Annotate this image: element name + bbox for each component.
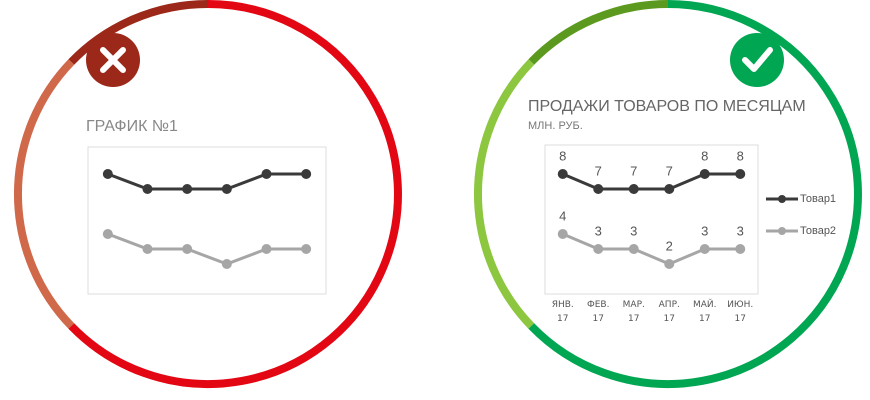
data-label: 8 [701,148,708,163]
data-point [102,169,113,179]
data-point [221,259,232,269]
legend-marker [778,195,786,203]
series-line [107,172,307,191]
data-point [142,184,153,194]
data-label: 7 [630,163,637,178]
ring-arc [473,59,535,329]
data-point [182,184,193,194]
ring-arc [528,0,862,388]
cross-icon [100,47,126,73]
data-point [699,244,710,254]
data-point [557,229,568,239]
chart-subtitle: МЛН. РУБ. [528,120,583,132]
legend-label: Товар1 [800,193,836,205]
series-line [562,172,741,191]
x-tick-label: МАР. 17 [622,300,645,324]
legend-marker [778,227,786,235]
bad-ring [13,0,402,388]
data-label: 7 [595,163,602,178]
data-point [301,169,312,179]
data-label: 7 [666,163,673,178]
data-label: 8 [737,148,744,163]
data-label: 8 [559,148,566,163]
data-point [735,169,746,179]
data-point [261,169,272,179]
data-point [557,169,568,179]
ring-arc [68,0,402,388]
data-label: 3 [737,223,744,238]
series-line [562,232,741,266]
x-tick-label: ЯНВ. 17 [551,300,574,324]
ring-arc [528,0,669,65]
plot-area [544,144,759,295]
badge [730,33,784,87]
cross-badge [86,33,140,87]
series-line [107,232,307,266]
data-point [593,244,604,254]
data-point [261,244,272,254]
ring-arc [68,0,209,65]
x-tick-label: АПР. 17 [658,300,680,324]
data-point [593,184,604,194]
data-label: 4 [559,208,566,223]
x-tick-label: ФЕВ. 17 [587,300,610,324]
data-point [628,184,639,194]
check-icon [742,47,773,72]
chart-title: ПРОДАЖИ ТОВАРОВ ПО МЕСЯЦАМ [528,98,806,115]
chart-title: ГРАФИК №1 [86,118,178,135]
x-tick-label: ИЮН. 17 [727,300,754,324]
data-label: 3 [630,223,637,238]
good-ring [473,0,862,388]
data-point [221,184,232,194]
x-tick-label: МАЙ. 17 [692,300,717,324]
data-label: 2 [666,238,673,253]
data-point [182,244,193,254]
data-point [628,244,639,254]
ring-arc [13,59,75,329]
data-point [102,229,113,239]
data-point [664,184,675,194]
data-point [142,244,153,254]
check-badge [730,33,784,87]
data-point [735,244,746,254]
data-label: 3 [701,223,708,238]
data-point [301,244,312,254]
plot-area [87,146,327,295]
data-label: 3 [595,223,602,238]
legend-label: Товар2 [800,225,836,237]
data-point [664,259,675,269]
data-point [699,169,710,179]
